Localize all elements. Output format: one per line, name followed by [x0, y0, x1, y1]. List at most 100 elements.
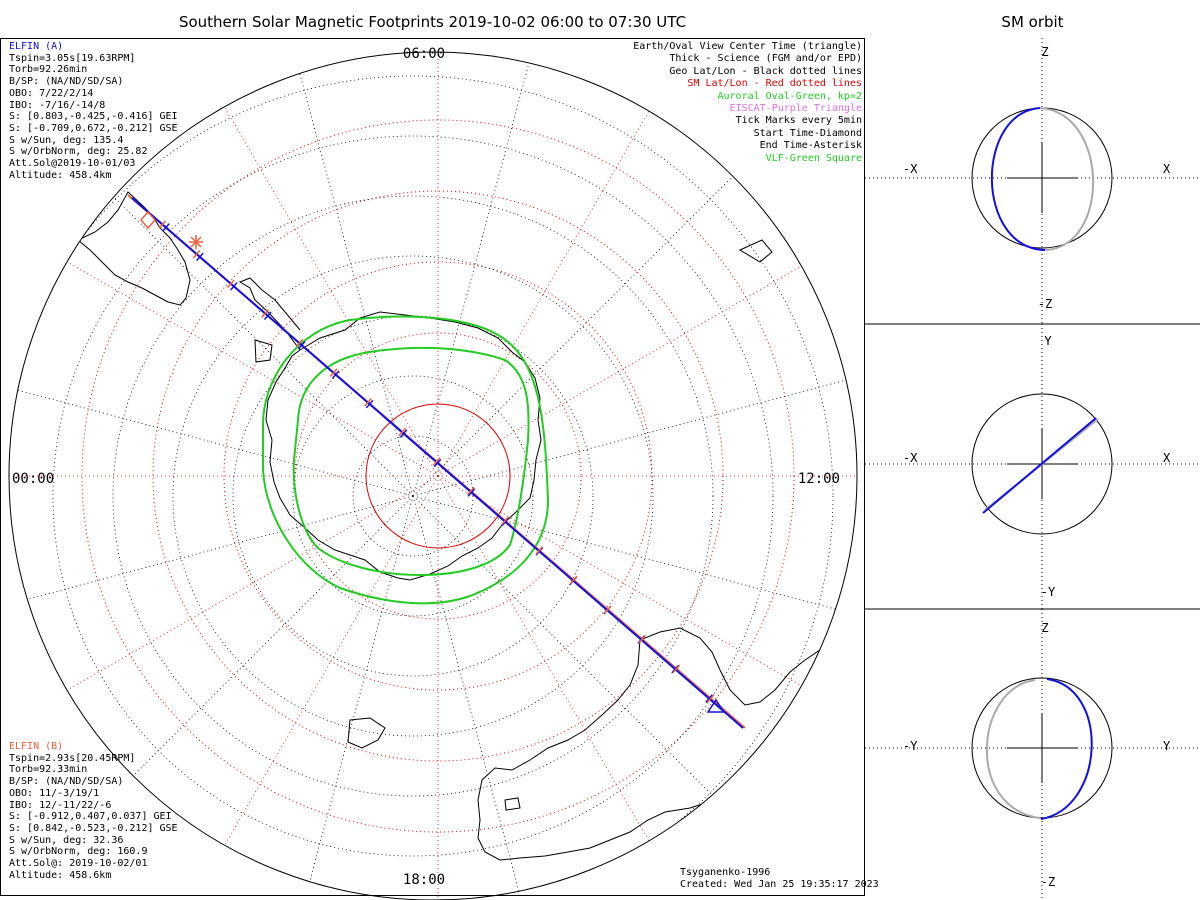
- elfin-a-line: Torb=92.26min: [9, 64, 88, 76]
- geo-longitude-line: [412, 495, 857, 616]
- axis-label-top: Z: [1041, 45, 1048, 59]
- elfin-a-line: Att.Sol@2019-10-01/03: [9, 158, 136, 170]
- geo-longitude-line: [9, 376, 414, 497]
- grid-layer: [9, 52, 857, 900]
- tick-mark: [261, 309, 269, 318]
- orbit-a-path: [982, 417, 1097, 514]
- elfin-b-line: Altitude: 458.6km: [9, 869, 112, 881]
- tick-mark: [331, 370, 340, 379]
- elfin-a-name: ELFIN (A): [9, 41, 64, 52]
- tick-mark: [226, 279, 235, 289]
- elfin-b-line: S: [0.842,-0.523,-0.212] GSE: [9, 822, 178, 834]
- elfin-b-line: S: [-0.912,0.407,0.037] GEI: [9, 811, 172, 823]
- tick-mark: [192, 249, 201, 259]
- southern-africa-coast: [477, 627, 836, 861]
- elfin-b-name: ELFIN (B): [9, 741, 64, 752]
- elfin-b-line: Torb=92.33min: [9, 764, 88, 776]
- sm-longitude-line: [207, 77, 439, 477]
- axis-label-left: -X: [903, 162, 918, 176]
- tick-mark: [365, 399, 374, 409]
- elfin-a-line: S: [0.803,-0.425,-0.416] GEI: [9, 111, 178, 123]
- tick-mark: [297, 340, 306, 350]
- orbit-panel-yz: Z -Z -Y Y: [865, 609, 1200, 898]
- geo-latitude-circle: [112, 195, 714, 797]
- axis-label-left: -X: [903, 451, 918, 465]
- elfin-b-line: Att.Sol@: 2019-10-02/01: [9, 858, 148, 870]
- tick-mark: [467, 488, 476, 497]
- auroral-oval-outer: [261, 315, 550, 605]
- legend-item: Geo Lat/Lon - Black dotted lines: [669, 65, 862, 77]
- tick-mark: [501, 517, 510, 527]
- sm-longitude-line: [207, 475, 439, 875]
- footer: Tsyganenko-1996 Created: Wed Jan 25 19:3…: [680, 867, 879, 890]
- legend-item: VLF-Green Square: [765, 152, 862, 164]
- tick-mark: [604, 605, 612, 614]
- orbit-panel-xz: Z -Z -X X: [865, 38, 1200, 324]
- geo-longitude-line: [412, 170, 739, 497]
- elfin-b-line: S w/OrbNorm, deg: 160.9: [9, 846, 148, 858]
- tick-mark: [671, 664, 679, 674]
- tick-mark: [162, 223, 170, 232]
- sm-longitude-line: [437, 245, 837, 477]
- elfin-a-info: ELFIN (A) Tspin=3.05s[19.63RPM] Torb=92.…: [9, 41, 178, 181]
- geo-latitude-circle: [292, 375, 534, 617]
- elfin-a-line: B/SP: (NA/ND/SD/SA): [9, 76, 124, 88]
- axis-label-bottom: -Z: [1041, 875, 1055, 889]
- elfin-b-line: Tspin=2.93s[20.45RPM]: [9, 752, 136, 764]
- geo-longitude-line: [412, 495, 533, 900]
- south-america-coast: [77, 191, 191, 306]
- tick-mark: [295, 338, 304, 348]
- sm-longitude-line: [39, 475, 439, 707]
- clock-label-bottom: 18:00: [403, 872, 445, 888]
- earth-limb: [8, 51, 858, 900]
- elfin-a-line: Altitude: 458.4km: [9, 169, 112, 181]
- tick-mark: [263, 311, 272, 321]
- tick-mark: [158, 220, 167, 229]
- created-label: Created: Wed Jan 25 19:35:17 2023: [680, 878, 879, 890]
- tick-mark: [399, 429, 408, 438]
- tick-mark: [706, 694, 715, 703]
- sm-longitude-line: [437, 475, 669, 875]
- tick-mark: [672, 664, 681, 674]
- tick-mark: [364, 398, 372, 407]
- geo-longitude-line: [87, 170, 414, 497]
- sm-orbit-panels: Z -Z -X X Y -Y -X X Z -Z -Y Y: [865, 38, 1200, 898]
- geo-longitude-line: [87, 495, 414, 822]
- axis-label-top: Z: [1041, 621, 1048, 635]
- clock-label-left: 00:00: [12, 471, 54, 487]
- tick-mark: [329, 368, 338, 377]
- tick-mark: [569, 575, 578, 585]
- axis-label-right: X: [1163, 451, 1171, 465]
- orbit-panel-xy: Y -Y -X X: [865, 324, 1200, 609]
- elfin-a-line: S w/OrbNorm, deg: 25.82: [9, 146, 148, 158]
- geo-longitude-line: [412, 52, 533, 497]
- tick-mark: [501, 516, 509, 525]
- clock-label-top: 06:00: [403, 46, 445, 62]
- orbit-panel-title: SM orbit: [1001, 13, 1064, 31]
- geo-longitude-line: [293, 495, 414, 900]
- view-center-triangle: [706, 698, 726, 713]
- geo-longitude-line: [412, 376, 857, 497]
- axis-label-bottom: -Z: [1038, 297, 1052, 311]
- orbit-a-path: [990, 107, 1046, 251]
- elfin-a-line: S w/Sun, deg: 135.4: [9, 134, 124, 146]
- sm-latitude-circle: [223, 261, 653, 691]
- elfin-b-line: OBO: 11/-3/19/1: [9, 787, 100, 799]
- elfin-b-info: ELFIN (B) Tspin=2.93s[20.45RPM] Torb=92.…: [9, 741, 178, 881]
- tick-mark: [638, 634, 647, 644]
- geo-latitude-circle: [52, 135, 774, 857]
- elfin-a-line: S: [-0.709,0.672,-0.212] GSE: [9, 122, 178, 134]
- orbit-b-path: [985, 679, 1041, 819]
- antarctic-peninsula: [238, 277, 301, 351]
- geo-latitude-circle: [172, 255, 654, 737]
- geo-latitude-circle: [232, 315, 594, 677]
- legend-item: Start Time-Diamond: [753, 127, 862, 139]
- axis-label-right: Y: [1163, 739, 1171, 753]
- axis-label-left: -Y: [903, 739, 918, 753]
- geo-latitude-circle: [9, 75, 834, 900]
- sm-latitude-circle: [294, 332, 582, 620]
- legend-item: Thick - Science (FGM and/or EPD): [669, 53, 862, 65]
- elfin-b-start-diamond: [140, 210, 156, 230]
- model-label: Tsyganenko-1996: [680, 867, 771, 878]
- elfin-b-tick-marks: [158, 220, 715, 703]
